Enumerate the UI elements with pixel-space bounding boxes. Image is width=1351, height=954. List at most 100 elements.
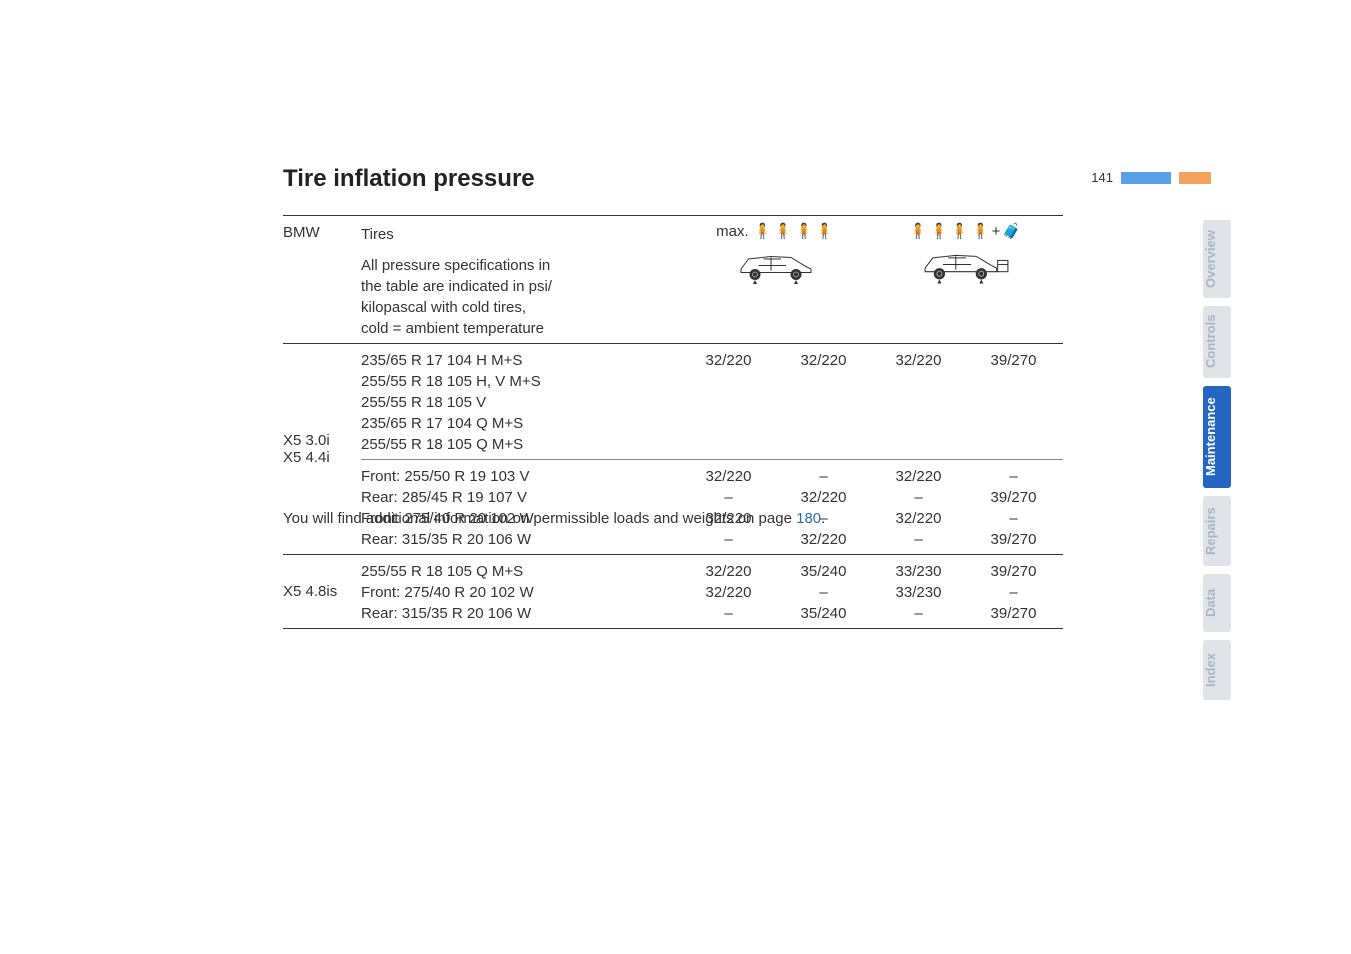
- pressure-table: BMW Tires All pressure specifications in…: [283, 215, 1063, 629]
- table-row: Rear: 315/35 R 20 106 W–32/220–39/270: [361, 529, 1063, 550]
- pressure-value: 35/240: [776, 563, 871, 580]
- pressure-value: 33/230: [871, 563, 966, 580]
- desc-line: cold = ambient temperature: [361, 318, 681, 339]
- pressure-value: [681, 415, 776, 432]
- pressure-value: –: [681, 489, 776, 506]
- side-tabs: Overview Controls Maintenance Repairs Data In…: [1203, 220, 1231, 700]
- side-tab-repairs[interactable]: Repairs: [1203, 496, 1231, 566]
- desc-line: the table are indicated in psi/: [361, 276, 681, 297]
- table-row: Front: 275/40 R 20 102 W32/220–33/230–: [361, 582, 1063, 603]
- pressure-value: [966, 415, 1061, 432]
- pressure-value: 39/270: [966, 531, 1061, 548]
- pressure-value: [776, 415, 871, 432]
- tire-spec: 255/55 R 18 105 Q M+S: [361, 436, 681, 453]
- pressure-value: [966, 436, 1061, 453]
- table-row: Rear: 285/45 R 19 107 V–32/220–39/270: [361, 487, 1063, 508]
- page-number: 141: [1091, 170, 1113, 185]
- table-row: 255/55 R 18 105 V: [361, 392, 1063, 413]
- tire-spec: 235/65 R 17 104 Q M+S: [361, 415, 681, 432]
- pressure-value: 32/220: [776, 489, 871, 506]
- tire-spec: Front: 255/50 R 19 103 V: [361, 468, 681, 485]
- pressure-value: 32/220: [871, 352, 966, 369]
- header-desc: Tires All pressure specifications in the…: [361, 222, 681, 339]
- side-tab-maintenance[interactable]: Maintenance: [1203, 386, 1231, 488]
- pressure-value: [966, 373, 1061, 390]
- table-row: 255/55 R 18 105 Q M+S32/22035/24033/2303…: [361, 561, 1063, 582]
- table-row: 255/55 R 18 105 H, V M+S: [361, 371, 1063, 392]
- people-icon: 🧍🧍🧍🧍: [753, 223, 836, 240]
- pressure-value: 33/230: [871, 584, 966, 601]
- table-row: 235/65 R 17 104 Q M+S: [361, 413, 1063, 434]
- table-row: Rear: 315/35 R 20 106 W–35/240–39/270: [361, 603, 1063, 624]
- pressure-value: 32/220: [776, 531, 871, 548]
- pressure-value: 32/220: [871, 510, 966, 527]
- pressure-value: –: [871, 531, 966, 548]
- page-bar-blue: [1121, 172, 1171, 184]
- footnote: You will find additional information on …: [283, 510, 825, 527]
- pressure-value: 32/220: [681, 352, 776, 369]
- pressure-value: –: [776, 584, 871, 601]
- table-row: 255/55 R 18 105 Q M+S: [361, 434, 1063, 455]
- pressure-value: 32/220: [776, 352, 871, 369]
- side-tab-data[interactable]: Data: [1203, 574, 1231, 632]
- tire-spec: 255/55 R 18 105 V: [361, 394, 681, 411]
- pressure-value: –: [966, 468, 1061, 485]
- table-header-row: BMW Tires All pressure specifications in…: [283, 216, 1063, 339]
- max-label: max.: [716, 223, 749, 240]
- tire-spec: 255/55 R 18 105 H, V M+S: [361, 373, 681, 390]
- desc-line: All pressure specifications in: [361, 255, 681, 276]
- pressure-value: [966, 394, 1061, 411]
- pressure-value: –: [776, 468, 871, 485]
- pressure-value: [871, 415, 966, 432]
- tire-spec: 235/65 R 17 104 H M+S: [361, 352, 681, 369]
- tire-spec: Rear: 315/35 R 20 106 W: [361, 531, 681, 548]
- pressure-value: [776, 373, 871, 390]
- pressure-value: –: [681, 531, 776, 548]
- pressure-value: [871, 373, 966, 390]
- pressure-value: 32/220: [871, 468, 966, 485]
- pressure-value: [871, 436, 966, 453]
- tire-spec: Rear: 315/35 R 20 106 W: [361, 605, 681, 622]
- pressure-value: [681, 436, 776, 453]
- table-row: 235/65 R 17 104 H M+S32/22032/22032/2203…: [361, 350, 1063, 371]
- tire-spec: Front: 275/40 R 20 102 W: [361, 584, 681, 601]
- pressure-value: –: [681, 605, 776, 622]
- footnote-suffix: .: [821, 510, 825, 527]
- side-tab-overview[interactable]: Overview: [1203, 220, 1231, 298]
- pressure-value: 32/220: [681, 584, 776, 601]
- model-label: X5 4.8is: [283, 555, 361, 628]
- pressure-value: 35/240: [776, 605, 871, 622]
- pressure-value: 39/270: [966, 605, 1061, 622]
- pressure-value: –: [966, 584, 1061, 601]
- pressure-value: [681, 394, 776, 411]
- pressure-value: 39/270: [966, 352, 1061, 369]
- pressure-value: 39/270: [966, 563, 1061, 580]
- desc-line: kilopascal with cold tires,: [361, 297, 681, 318]
- header-bmw: BMW: [283, 222, 361, 241]
- tire-spec: Rear: 285/45 R 19 107 V: [361, 489, 681, 506]
- tires-label: Tires: [361, 224, 681, 245]
- suv-loaded-icon: [920, 242, 1012, 284]
- table-row: Front: 255/50 R 19 103 V32/220–32/220–: [361, 466, 1063, 487]
- footnote-link[interactable]: 180: [796, 510, 821, 527]
- pressure-value: –: [871, 489, 966, 506]
- side-tab-controls[interactable]: Controls: [1203, 306, 1231, 378]
- people-luggage-icon: 🧍🧍🧍🧍+🧳: [909, 222, 1023, 240]
- pressure-value: 39/270: [966, 489, 1061, 506]
- suv-icon: [736, 243, 816, 285]
- pressure-value: [681, 373, 776, 390]
- pressure-value: 32/220: [681, 468, 776, 485]
- pressure-value: [776, 394, 871, 411]
- page-title: Tire inflation pressure: [283, 165, 535, 193]
- header-icons-normal: max. 🧍🧍🧍🧍: [681, 222, 871, 285]
- pressure-value: 32/220: [681, 563, 776, 580]
- pressure-value: –: [871, 605, 966, 622]
- tire-spec: 255/55 R 18 105 Q M+S: [361, 563, 681, 580]
- page-number-box: 141: [1091, 170, 1211, 185]
- pressure-value: [871, 394, 966, 411]
- page-bar-orange: [1179, 172, 1211, 184]
- side-tab-index[interactable]: Index: [1203, 640, 1231, 700]
- pressure-value: –: [966, 510, 1061, 527]
- pressure-value: [776, 436, 871, 453]
- header-icons-loaded: 🧍🧍🧍🧍+🧳: [871, 222, 1061, 284]
